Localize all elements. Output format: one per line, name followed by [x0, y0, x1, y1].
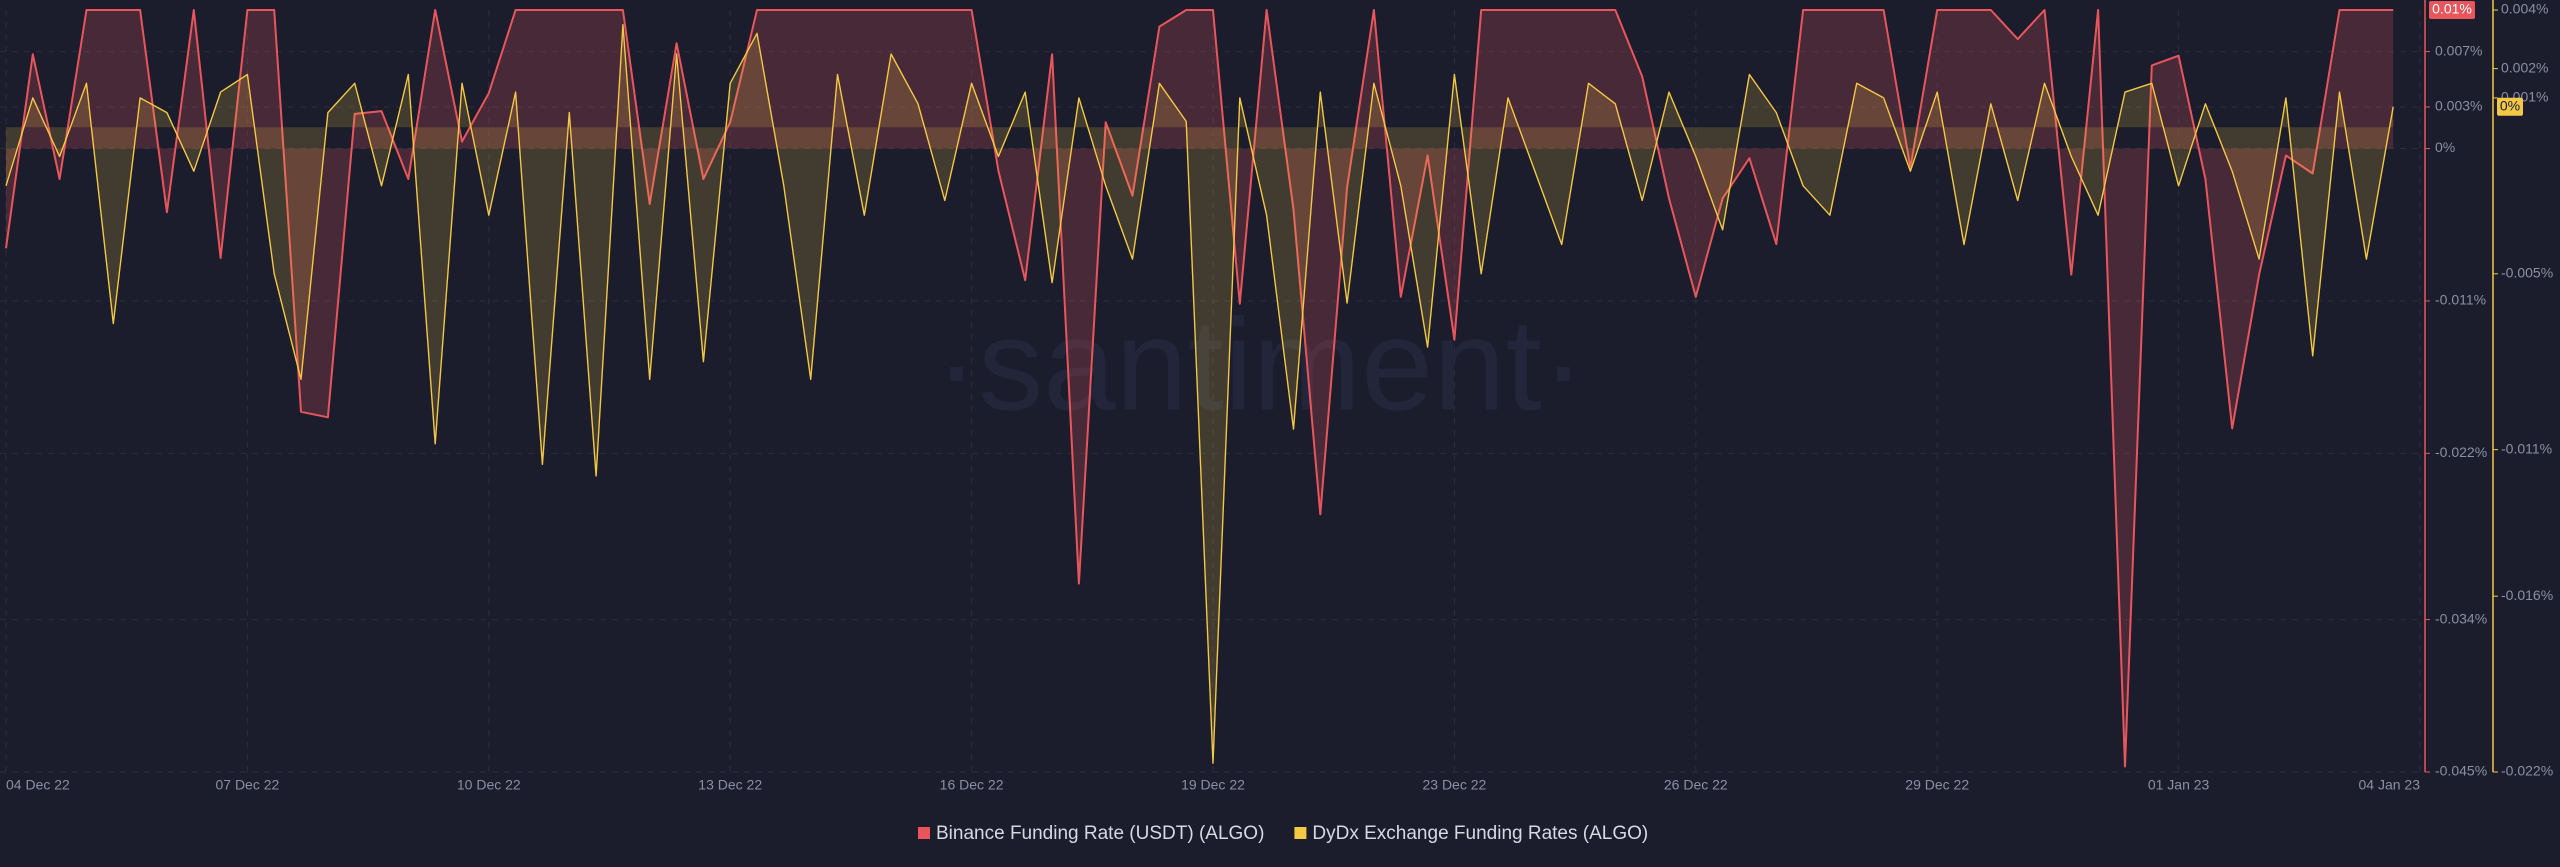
x-tick-label: 19 Dec 22: [1181, 777, 1245, 793]
grid: [0, 10, 2425, 773]
watermark: ·santiment·: [935, 291, 1585, 437]
legend-label: DyDx Exchange Funding Rates (ALGO): [1312, 823, 1648, 844]
y-tick-label: -0.034%: [2435, 610, 2487, 626]
legend-swatch: [918, 827, 930, 839]
y-tick-label: 0.007%: [2435, 42, 2482, 58]
x-tick-label: 16 Dec 22: [940, 777, 1004, 793]
x-tick-label: 23 Dec 22: [1422, 777, 1486, 793]
x-tick-label: 13 Dec 22: [698, 777, 762, 793]
series-area: [6, 24, 2394, 764]
y2-tick-label: 0.002%: [2501, 59, 2548, 75]
legend-label: Binance Funding Rate (USDT) (ALGO): [936, 823, 1264, 844]
x-tick-label: 26 Dec 22: [1664, 777, 1728, 793]
y2-tick-label: 0.004%: [2501, 1, 2548, 17]
y-tick-label: -0.011%: [2435, 292, 2486, 308]
y2-tick-label: -0.016%: [2501, 587, 2553, 603]
y2-tick-label: -0.005%: [2501, 264, 2553, 280]
y-tick-label: -0.045%: [2435, 763, 2487, 779]
last-value-label: 0%: [2500, 97, 2520, 113]
x-tick-label: 29 Dec 22: [1905, 777, 1969, 793]
x-tick-label: 04 Dec 22: [6, 777, 70, 793]
legend: Binance Funding Rate (USDT) (ALGO) DyDx E…: [918, 823, 1648, 844]
x-tick-label: 01 Jan 23: [2148, 777, 2210, 793]
series-line: [5, 24, 2394, 764]
y-tick-label: -0.022%: [2435, 444, 2487, 460]
last-value-badge: [2497, 97, 2523, 116]
y-tick-label: 0%: [2435, 139, 2455, 155]
last-value-badge: [2429, 1, 2475, 19]
last-value-label: 0.01%: [2432, 1, 2472, 17]
legend-swatch: [1294, 827, 1307, 839]
y2-tick-label: -0.022%: [2501, 763, 2553, 779]
x-tick-label: 10 Dec 22: [457, 777, 521, 793]
plot: [5, 9, 2394, 768]
axes: 04 Dec 22 07 Dec 22 10 Dec 22 13 Dec 22 16 D…: [6, 0, 2553, 793]
y-tick-label: 0.003%: [2435, 98, 2482, 114]
series-area: [6, 10, 2394, 767]
x-tick-label: 07 Dec 22: [215, 777, 279, 793]
y2-tick-label: -0.011%: [2501, 440, 2552, 456]
x-tick-label: 04 Jan 23: [2359, 777, 2421, 793]
series-line: [5, 9, 2394, 768]
